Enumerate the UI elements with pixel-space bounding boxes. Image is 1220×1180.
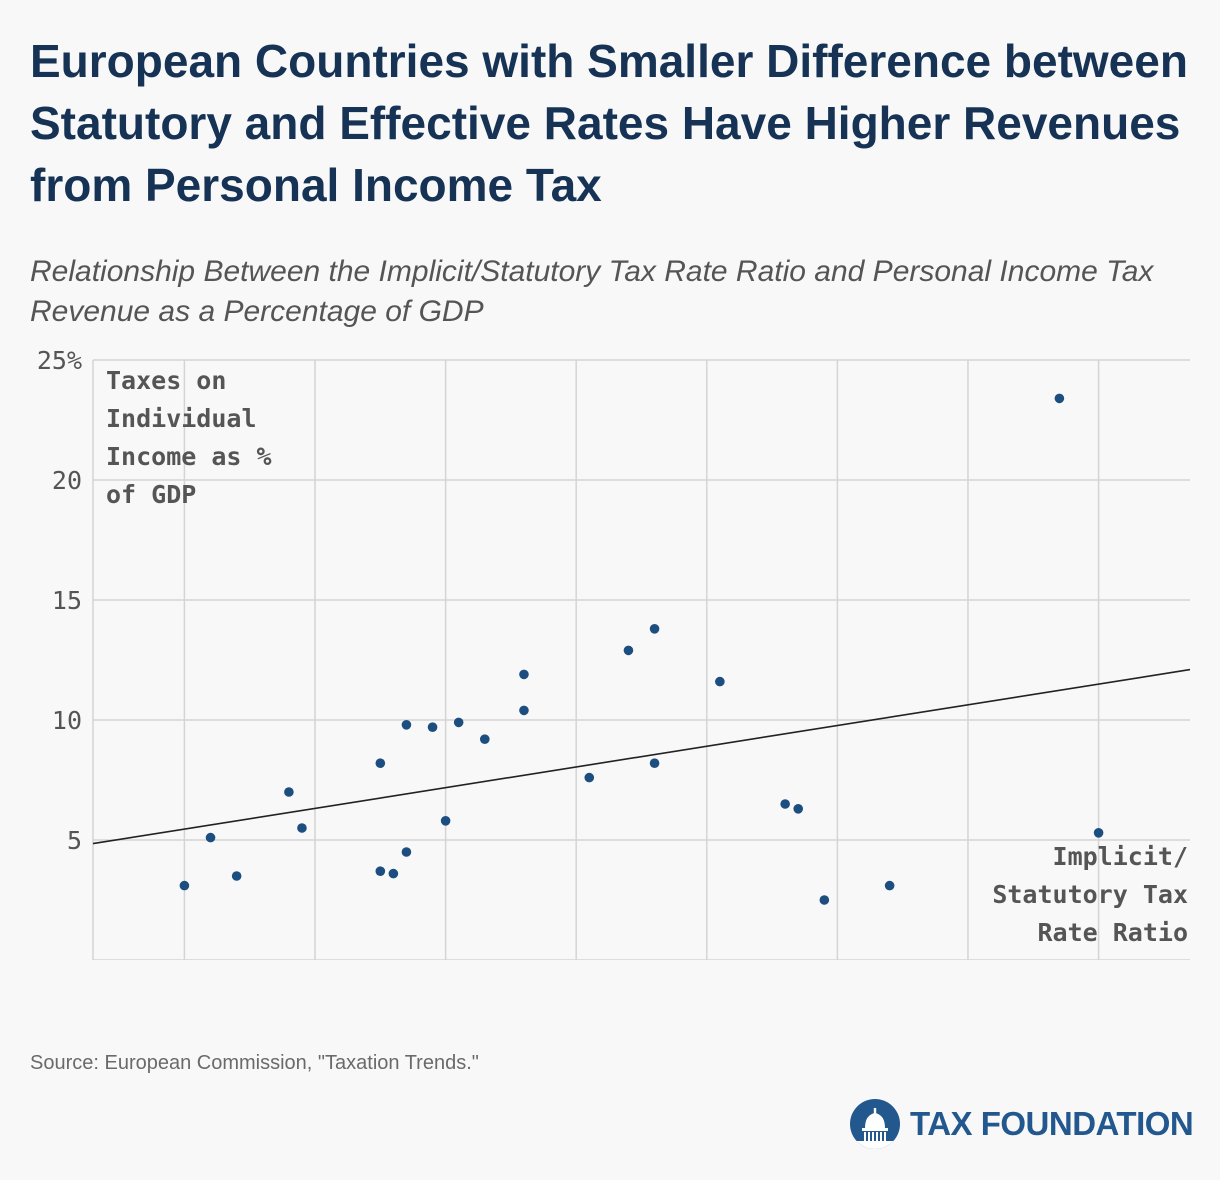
data-point — [388, 868, 399, 879]
data-point — [793, 804, 804, 814]
tick-labels: 510152025%0.200.300.400.500.600.700.800.… — [37, 346, 82, 855]
data-point — [375, 866, 386, 876]
y-tick-label: 25% — [37, 346, 82, 375]
data-point — [1093, 828, 1104, 838]
data-point — [519, 705, 529, 716]
data-point — [479, 734, 490, 744]
y-tick-label: 5 — [67, 826, 82, 855]
data-point — [297, 823, 307, 833]
data-point — [284, 787, 294, 797]
y-axis-label-line: Income as % — [106, 442, 272, 471]
y-tick-label: 20 — [52, 466, 82, 495]
y-axis-label-line: of GDP — [106, 480, 196, 509]
data-point — [780, 799, 790, 809]
capitol-dome-icon — [850, 1099, 900, 1149]
chart-subtitle: Relationship Between the Implicit/Statut… — [30, 255, 1154, 328]
y-axis-label-line: Taxes on — [106, 366, 226, 395]
data-point — [584, 772, 595, 783]
x-axis-label-line: Statutory Tax — [992, 880, 1188, 909]
data-point — [401, 720, 412, 730]
grid-lines — [92, 359, 1190, 960]
data-point — [519, 669, 529, 680]
data-point — [453, 717, 464, 728]
data-point — [649, 758, 660, 768]
data-point — [401, 847, 412, 857]
logo-wordmark: TAX FOUNDATION — [910, 1105, 1194, 1142]
data-point — [649, 624, 660, 634]
data-point — [819, 895, 830, 905]
data-point — [1054, 393, 1065, 404]
axis-labels: Taxes on Individual Income as % of GDP Impli… — [106, 366, 1188, 947]
data-point — [375, 758, 386, 768]
y-axis-label-line: Individual — [106, 404, 257, 433]
y-tick-label: 10 — [52, 706, 82, 735]
data-point — [623, 645, 634, 656]
x-axis-label-line: Implicit/ — [1053, 842, 1188, 871]
data-point — [179, 880, 190, 891]
data-point — [715, 676, 725, 687]
data-point — [884, 880, 895, 891]
data-point — [231, 871, 242, 881]
data-points — [179, 393, 1104, 905]
data-point — [205, 832, 216, 843]
data-point — [427, 722, 438, 732]
source-note: Source: European Commission, "Taxation T… — [30, 1052, 479, 1074]
tax-foundation-logo: TAX FOUNDATION — [848, 1098, 1194, 1150]
chart-title: European Countries with Smaller Differen… — [30, 35, 1188, 211]
scatter-chart: 510152025%0.200.300.400.500.600.700.800.… — [37, 346, 1191, 960]
data-point — [440, 816, 451, 826]
y-tick-label: 15 — [52, 586, 82, 615]
trend-line — [92, 668, 1191, 845]
x-axis-label-line: Rate Ratio — [1037, 918, 1188, 947]
